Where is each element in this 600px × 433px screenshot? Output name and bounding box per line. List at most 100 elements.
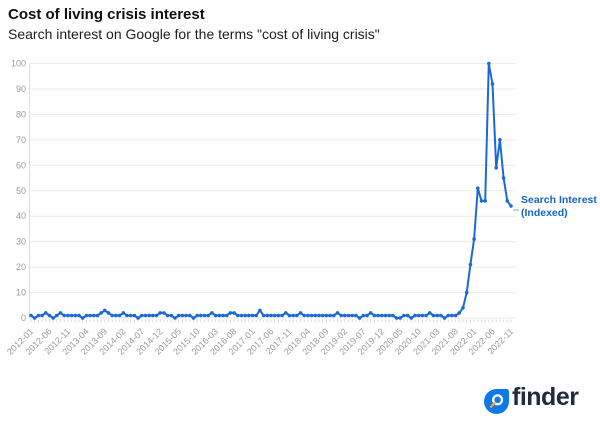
ytick-label-90: 90 xyxy=(16,84,26,94)
ytick-label-40: 40 xyxy=(16,211,26,221)
finder-logo: finder xyxy=(484,383,594,418)
data-point xyxy=(398,316,403,320)
data-point xyxy=(320,313,325,318)
data-point xyxy=(494,166,499,170)
data-point xyxy=(69,313,74,318)
data-point xyxy=(210,311,214,315)
data-point xyxy=(40,313,44,318)
ytick-label-0: 0 xyxy=(21,313,26,323)
data-point xyxy=(439,313,443,318)
data-point xyxy=(309,313,314,318)
data-point xyxy=(247,313,251,318)
data-point xyxy=(80,316,85,320)
data-point xyxy=(435,313,440,318)
data-point xyxy=(372,313,377,318)
data-point xyxy=(258,308,262,313)
data-point xyxy=(162,311,166,315)
chart-subtitle: Search interest on Google for the terms … xyxy=(8,26,380,42)
data-point xyxy=(117,313,122,318)
data-point xyxy=(169,313,174,318)
data-point xyxy=(276,313,281,318)
data-point xyxy=(490,82,495,86)
data-point xyxy=(357,316,362,320)
legend-line1: Search Interest xyxy=(521,194,597,206)
data-point xyxy=(136,316,140,320)
data-point xyxy=(121,311,126,315)
data-point xyxy=(405,313,410,318)
ytick-label-70: 70 xyxy=(16,135,26,145)
data-point xyxy=(202,313,207,318)
data-point xyxy=(243,313,247,318)
data-point xyxy=(236,313,240,318)
data-point xyxy=(487,61,491,66)
data-point xyxy=(380,313,384,318)
data-point xyxy=(479,199,484,203)
data-point xyxy=(424,313,428,318)
data-point xyxy=(132,313,137,318)
data-point xyxy=(306,313,310,318)
data-point xyxy=(368,311,373,315)
data-point xyxy=(265,313,270,318)
data-point xyxy=(450,313,454,318)
ytick-label-60: 60 xyxy=(16,160,26,170)
data-point xyxy=(498,138,502,142)
data-point xyxy=(284,311,288,315)
legend-connector-dash xyxy=(513,209,519,211)
data-point xyxy=(328,313,332,318)
data-point xyxy=(128,313,133,318)
data-point xyxy=(224,313,229,318)
data-point xyxy=(195,313,199,318)
ytick-label-10: 10 xyxy=(16,288,26,298)
data-point xyxy=(239,313,244,318)
data-point xyxy=(346,313,351,318)
data-point xyxy=(73,313,78,318)
data-point xyxy=(505,199,510,203)
data-point xyxy=(416,313,421,318)
data-point xyxy=(232,311,236,315)
data-point xyxy=(47,313,52,318)
series-legend: Search Interest (Indexed) xyxy=(521,194,599,220)
data-point xyxy=(125,313,129,318)
data-point xyxy=(335,311,340,315)
data-point xyxy=(77,313,81,318)
data-point xyxy=(32,316,37,320)
data-point xyxy=(180,313,185,318)
data-point xyxy=(199,313,203,318)
data-point xyxy=(147,313,151,318)
data-point xyxy=(402,313,406,318)
data-point xyxy=(509,204,513,208)
data-point xyxy=(51,316,55,320)
legend-line2: (Indexed) xyxy=(521,207,568,219)
data-point xyxy=(92,313,96,318)
magnifier-bubble-icon xyxy=(484,389,509,414)
data-point xyxy=(391,313,395,318)
data-point xyxy=(106,311,111,315)
data-point xyxy=(280,313,284,318)
data-point xyxy=(483,199,488,203)
data-point xyxy=(365,313,369,318)
data-point xyxy=(361,313,366,318)
data-point xyxy=(95,313,100,318)
ytick-label-30: 30 xyxy=(16,237,26,247)
data-point xyxy=(55,313,59,318)
data-point xyxy=(254,313,258,318)
data-point xyxy=(261,313,266,318)
data-point xyxy=(29,313,33,318)
data-point xyxy=(36,313,41,318)
data-point xyxy=(158,311,162,315)
data-point xyxy=(188,313,192,318)
data-point xyxy=(317,313,321,318)
data-point xyxy=(165,313,170,318)
data-point xyxy=(313,313,318,318)
data-point xyxy=(431,313,436,318)
data-point xyxy=(343,313,347,318)
data-point xyxy=(442,316,447,320)
data-point xyxy=(250,313,255,318)
chart-header: Cost of living crisis interest Search in… xyxy=(8,5,380,44)
data-point xyxy=(140,313,144,318)
finder-wordmark: finder xyxy=(512,383,579,411)
data-point xyxy=(332,313,336,318)
ytick-label-100: 100 xyxy=(11,59,26,69)
data-point xyxy=(62,313,66,318)
